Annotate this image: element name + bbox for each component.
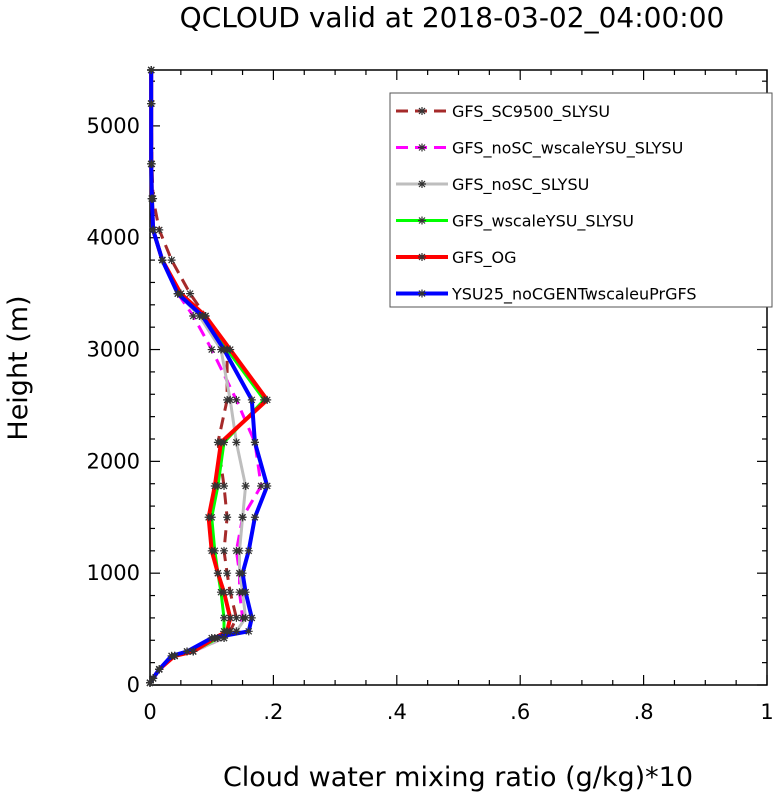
series-marker-6 xyxy=(149,225,158,234)
legend-label: GFS_noSC_SLYSU xyxy=(452,175,589,195)
series-marker-5 xyxy=(226,345,235,354)
y-tick-label: 3000 xyxy=(87,338,140,362)
series-marker-3 xyxy=(220,634,229,643)
series-marker-3 xyxy=(238,513,247,522)
series-marker-6 xyxy=(155,665,164,674)
legend-marker xyxy=(418,253,426,261)
legend-label: GFS_SC9500_SLYSU xyxy=(452,102,610,122)
legend-label: YSU25_noCGENTwscaleuPrGFS xyxy=(451,285,697,305)
series-marker-1 xyxy=(167,256,176,265)
legend-marker xyxy=(418,107,426,115)
legend-label: GFS_wscaleYSU_SLYSU xyxy=(452,212,634,232)
x-tick-label: 0 xyxy=(143,700,156,724)
series-line-5 xyxy=(148,70,270,684)
series-marker-2 xyxy=(232,395,241,404)
series-marker-6 xyxy=(149,674,158,683)
series-marker-6 xyxy=(147,66,156,74)
x-tick-label: .4 xyxy=(387,700,407,724)
series-marker-6 xyxy=(147,194,156,203)
series-marker-6 xyxy=(263,481,272,490)
series-marker-6 xyxy=(207,634,216,643)
series-marker-2 xyxy=(257,481,266,490)
series-marker-6 xyxy=(250,438,259,447)
series-marker-5 xyxy=(226,613,235,622)
legend-marker xyxy=(418,180,426,188)
series-marker-5 xyxy=(220,588,229,597)
series-marker-1 xyxy=(155,225,164,234)
series-marker-3 xyxy=(232,627,241,636)
x-tick-label: .2 xyxy=(263,700,283,724)
series-marker-3 xyxy=(235,546,244,555)
series-marker-6 xyxy=(244,546,253,555)
series-marker-4 xyxy=(220,613,229,622)
series-line-6 xyxy=(148,70,270,684)
legend-label: GFS_OG xyxy=(452,248,516,268)
series-marker-3 xyxy=(232,438,241,447)
series-marker-5 xyxy=(213,569,222,578)
series-marker-5 xyxy=(223,627,232,636)
series-marker-3 xyxy=(241,613,250,622)
series-marker-1 xyxy=(220,481,229,490)
series-marker-5 xyxy=(189,647,198,656)
series-marker-6 xyxy=(183,647,192,656)
legend-marker xyxy=(418,143,426,152)
series-marker-2 xyxy=(207,345,216,354)
series-marker-1 xyxy=(223,569,232,578)
y-tick-label: 4000 xyxy=(87,226,140,250)
x-tick-label: 1 xyxy=(760,700,773,724)
series-marker-6 xyxy=(147,159,156,168)
series-marker-6 xyxy=(247,395,256,404)
series-marker-1 xyxy=(186,289,195,298)
series-marker-1 xyxy=(232,613,241,622)
series-marker-6 xyxy=(158,256,167,265)
x-axis-title: Cloud water mixing ratio (g/kg)*10 xyxy=(223,762,693,793)
legend-box xyxy=(389,92,773,308)
series-marker-1 xyxy=(220,546,229,555)
chart-title: QCLOUD valid at 2018-03-02_04:00:00 xyxy=(180,1,725,34)
series-marker-2 xyxy=(189,312,198,320)
series-marker-1 xyxy=(223,513,232,522)
x-tick-label: .6 xyxy=(510,700,530,724)
plot-area: 0 .2 .4 .6 .8 1 0 1000 2000 3000 4000 5000 GFS_SC950… xyxy=(87,66,774,724)
series-marker-5 xyxy=(216,438,225,447)
y-axis-title: Height (m) xyxy=(3,295,34,440)
series-marker-6 xyxy=(198,312,207,320)
series-marker-6 xyxy=(167,651,176,660)
series-marker-3 xyxy=(241,481,250,490)
legend-label: GFS_noSC_wscaleYSU_SLYSU xyxy=(452,139,683,159)
legend-marker xyxy=(418,216,426,225)
y-tick-label: 1000 xyxy=(87,561,140,585)
series-marker-6 xyxy=(173,289,182,298)
series-marker-6 xyxy=(147,99,156,108)
series-marker-5 xyxy=(207,546,216,555)
series-marker-6 xyxy=(250,513,259,522)
series-marker-6 xyxy=(238,569,247,578)
series-marker-6 xyxy=(220,345,229,354)
series-marker-6 xyxy=(247,613,256,622)
y-tick-label: 0 xyxy=(127,673,140,697)
legend-marker xyxy=(418,289,426,298)
series-marker-5 xyxy=(204,513,213,522)
series-marker-6 xyxy=(241,588,250,597)
series-marker-3 xyxy=(226,395,235,404)
series-marker-6 xyxy=(244,627,253,636)
series-marker-5 xyxy=(210,481,219,490)
series-marker-6 xyxy=(146,678,154,687)
y-tick-label: 5000 xyxy=(87,114,140,138)
series-marker-1 xyxy=(226,588,235,597)
x-tick-label: .8 xyxy=(634,700,654,724)
y-tick-label: 2000 xyxy=(87,449,140,473)
series-marker-5 xyxy=(263,395,272,404)
